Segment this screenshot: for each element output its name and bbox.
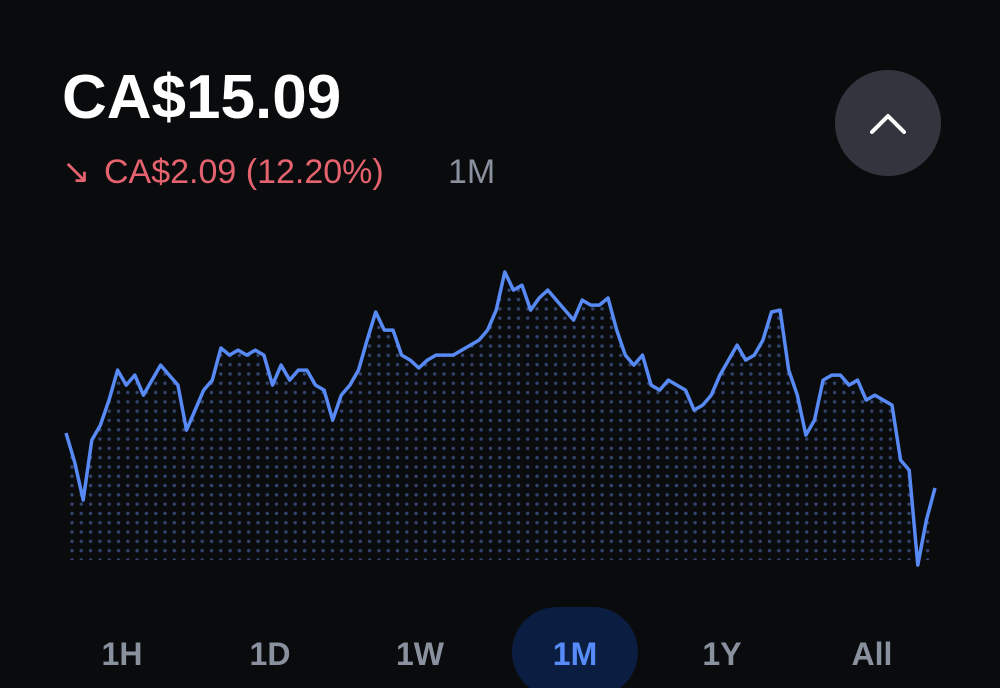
price-change: CA$2.09 (12.20%) <box>104 153 384 191</box>
range-selector: 1H 1D 1W 1M 1Y All <box>102 636 893 672</box>
range-button[interactable]: 1W <box>396 636 445 672</box>
chevron-up[interactable] <box>870 114 906 134</box>
collapse-button[interactable] <box>835 70 941 176</box>
change-period: 1M <box>448 153 495 191</box>
range-button[interactable]: All <box>852 636 893 672</box>
range-button[interactable]: 1M <box>553 636 597 672</box>
active-range-pill <box>512 607 638 688</box>
range-button[interactable]: 1H <box>102 636 143 672</box>
range-button[interactable]: 1Y <box>702 636 741 672</box>
price-chart <box>64 270 937 567</box>
range-button[interactable]: 1D <box>250 636 291 672</box>
area-fill <box>66 272 935 565</box>
price: CA$15.09 <box>62 63 341 132</box>
collapse-button-bg[interactable] <box>835 70 941 176</box>
change-arrow: ↘ <box>62 153 91 191</box>
price-line <box>64 270 937 567</box>
